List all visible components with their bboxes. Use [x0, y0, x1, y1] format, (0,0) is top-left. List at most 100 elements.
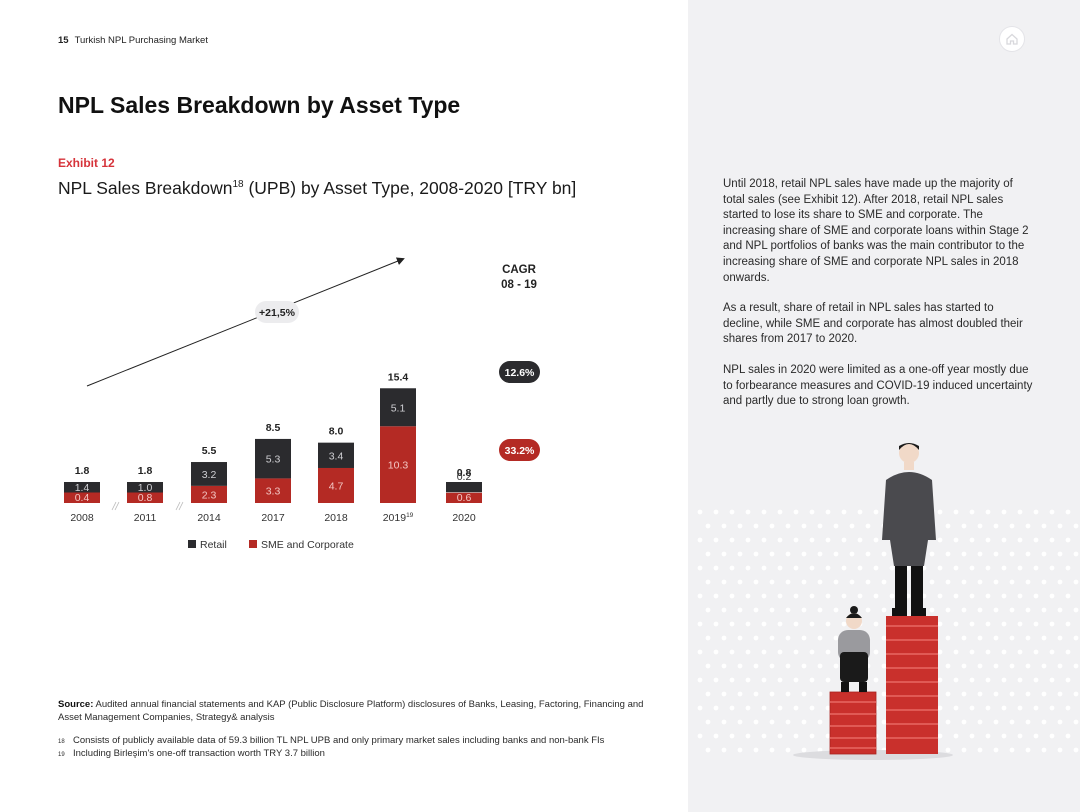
footnote-18: 18 Consists of publicly available data o… [58, 735, 604, 748]
background-dot [1001, 621, 1007, 627]
background-dot [1049, 537, 1055, 543]
background-dot [969, 593, 975, 599]
background-dot [745, 593, 751, 599]
background-dot [937, 733, 943, 739]
background-dot [929, 551, 935, 557]
background-dot [857, 509, 863, 515]
background-dot [769, 579, 775, 585]
background-dot [1017, 565, 1023, 571]
background-dot [793, 649, 799, 655]
background-dot [1073, 691, 1079, 697]
background-dot [721, 747, 727, 753]
background-dot [1001, 593, 1007, 599]
background-dot [849, 579, 855, 585]
background-dot [865, 579, 871, 585]
background-dot [697, 537, 703, 543]
background-dot [1041, 635, 1047, 641]
background-dot [713, 733, 719, 739]
background-dot [793, 705, 799, 711]
background-dot [1065, 705, 1071, 711]
background-dot [769, 663, 775, 669]
cagr-badge [499, 439, 540, 461]
background-dot [753, 607, 759, 613]
background-dot [1009, 635, 1015, 641]
background-dot [801, 747, 807, 753]
background-dot [1041, 579, 1047, 585]
background-dot [825, 565, 831, 571]
background-dot [801, 523, 807, 529]
background-dot [737, 635, 743, 641]
background-dot [977, 607, 983, 613]
data-label-sme: 0.8 [138, 492, 153, 504]
background-dot [873, 565, 879, 571]
background-dot [697, 677, 703, 683]
background-dot [977, 663, 983, 669]
background-dot [801, 719, 807, 725]
legend-swatch-sme-corporate [249, 540, 257, 548]
x-axis-tick-label: 2018 [324, 512, 348, 524]
background-dot [993, 635, 999, 641]
body-text: Until 2018, retail NPL sales have made u… [723, 177, 1033, 425]
stacked-bar-chart: 0.41.41.820080.81.01.820112.33.25.520143… [64, 257, 540, 551]
background-dot [1041, 719, 1047, 725]
background-dot [761, 649, 767, 655]
trend-arrow [86, 257, 405, 387]
background-dot [817, 635, 823, 641]
background-dot [873, 537, 879, 543]
background-dot [785, 663, 791, 669]
bar-retail [191, 462, 227, 486]
home-button[interactable] [999, 26, 1025, 52]
background-dot [1025, 607, 1031, 613]
background-dot [777, 593, 783, 599]
background-dot [1073, 747, 1079, 753]
background-dot [777, 509, 783, 515]
background-dot [713, 621, 719, 627]
background-dot [969, 537, 975, 543]
background-dot [857, 565, 863, 571]
background-dot [1025, 579, 1031, 585]
background-dot [1057, 691, 1063, 697]
background-dot [737, 663, 743, 669]
background-dot [777, 621, 783, 627]
background-dot [1049, 705, 1055, 711]
background-dot [753, 635, 759, 641]
background-dot [1033, 593, 1039, 599]
background-dot [873, 593, 879, 599]
background-dot [977, 691, 983, 697]
background-dot [737, 551, 743, 557]
background-dot [713, 565, 719, 571]
background-dot [745, 705, 751, 711]
background-dot [777, 649, 783, 655]
background-dot [953, 705, 959, 711]
background-dot [833, 663, 839, 669]
background-dot [945, 719, 951, 725]
exhibit-title-footnote-ref: 18 [232, 179, 244, 191]
background-dot [1033, 621, 1039, 627]
background-dot [745, 565, 751, 571]
cagr-badge [499, 361, 540, 383]
background-dot [889, 565, 895, 571]
background-dot [801, 691, 807, 697]
background-dot [953, 593, 959, 599]
background-dot [993, 579, 999, 585]
background-dot [697, 733, 703, 739]
exhibit-title: NPL Sales Breakdown18 (UPB) by Asset Typ… [58, 178, 576, 199]
cagr-title: CAGR [502, 264, 537, 276]
background-dot [953, 565, 959, 571]
background-dot [809, 509, 815, 515]
background-dot [697, 621, 703, 627]
background-dot [1033, 537, 1039, 543]
footnote-number: 19 [58, 752, 65, 758]
background-dot [849, 551, 855, 557]
background-dot [833, 523, 839, 529]
background-dot [881, 635, 887, 641]
footnote-text: Including Birleşim's one-off transaction… [73, 748, 325, 759]
background-dot [761, 705, 767, 711]
background-dot [1033, 677, 1039, 683]
background-dot [705, 579, 711, 585]
background-dot [729, 677, 735, 683]
source-label: Source: [58, 699, 94, 710]
data-label-total: 0.8 [457, 467, 472, 479]
background-dot [793, 621, 799, 627]
background-dot [841, 565, 847, 571]
